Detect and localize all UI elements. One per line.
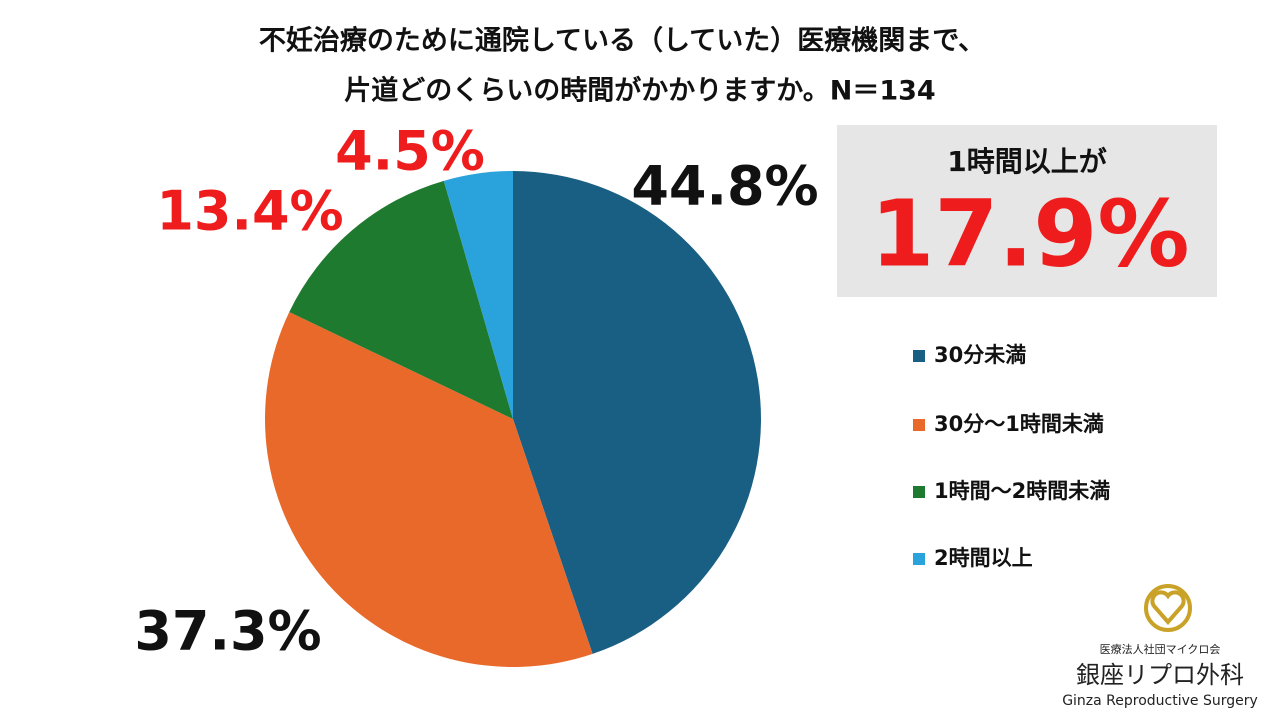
- logo-heart: [1150, 590, 1186, 626]
- logo-org: 医療法人社団マイクロ会: [1100, 642, 1221, 656]
- chart-title: 不妊治療のために通院している（していた）医療機関まで、: [259, 25, 985, 57]
- callout-text: 1時間以上が: [947, 145, 1106, 178]
- legend-label: 2時間以上: [934, 546, 1033, 570]
- legend-swatch: [913, 350, 925, 362]
- legend-label: 1時間～2時間未満: [934, 479, 1110, 503]
- data-label: 4.5%: [335, 120, 485, 183]
- logo-name: 銀座リプロ外科: [1076, 661, 1244, 689]
- pie-slice: [265, 311, 593, 667]
- data-label: 44.8%: [631, 155, 818, 218]
- callout-box: [837, 125, 1217, 297]
- chart-subtitle: 片道どのくらいの時間がかかりますか。N＝134: [344, 75, 935, 107]
- legend-label: 30分未満: [934, 343, 1026, 367]
- callout-value: 17.9%: [870, 180, 1189, 287]
- pie-slice: [513, 171, 761, 654]
- legend-swatch: [913, 486, 925, 498]
- legend-swatch: [913, 419, 925, 431]
- logo-ring: [1144, 584, 1192, 632]
- pie-slice: [443, 171, 513, 419]
- data-label: 37.3%: [134, 600, 321, 663]
- pie-slice: [289, 180, 513, 419]
- legend-label: 30分～1時間未満: [934, 412, 1104, 436]
- legend-swatch: [913, 553, 925, 565]
- logo-name-en: Ginza Reproductive Surgery: [1062, 693, 1258, 709]
- data-label: 13.4%: [156, 180, 343, 243]
- logo-icon: [1144, 584, 1192, 632]
